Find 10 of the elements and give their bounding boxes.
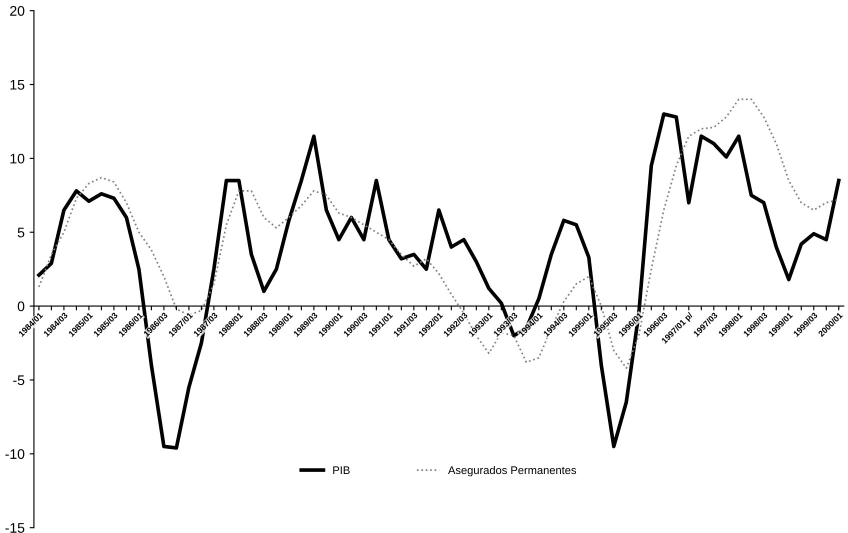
y-tick-label: 0	[18, 301, 24, 312]
y-tick-label: -5	[13, 375, 24, 386]
y-tick-label: -10	[5, 449, 24, 459]
legend-label: PIB	[333, 466, 350, 474]
y-tick-label: 10	[10, 154, 24, 164]
y-tick-label: 20	[10, 6, 24, 16]
legend-label: Asegurados Permanentes	[448, 466, 576, 476]
y-tick-label: 5	[18, 228, 24, 238]
y-tick-label: 15	[10, 80, 24, 90]
y-tick-label: -15	[5, 523, 24, 533]
